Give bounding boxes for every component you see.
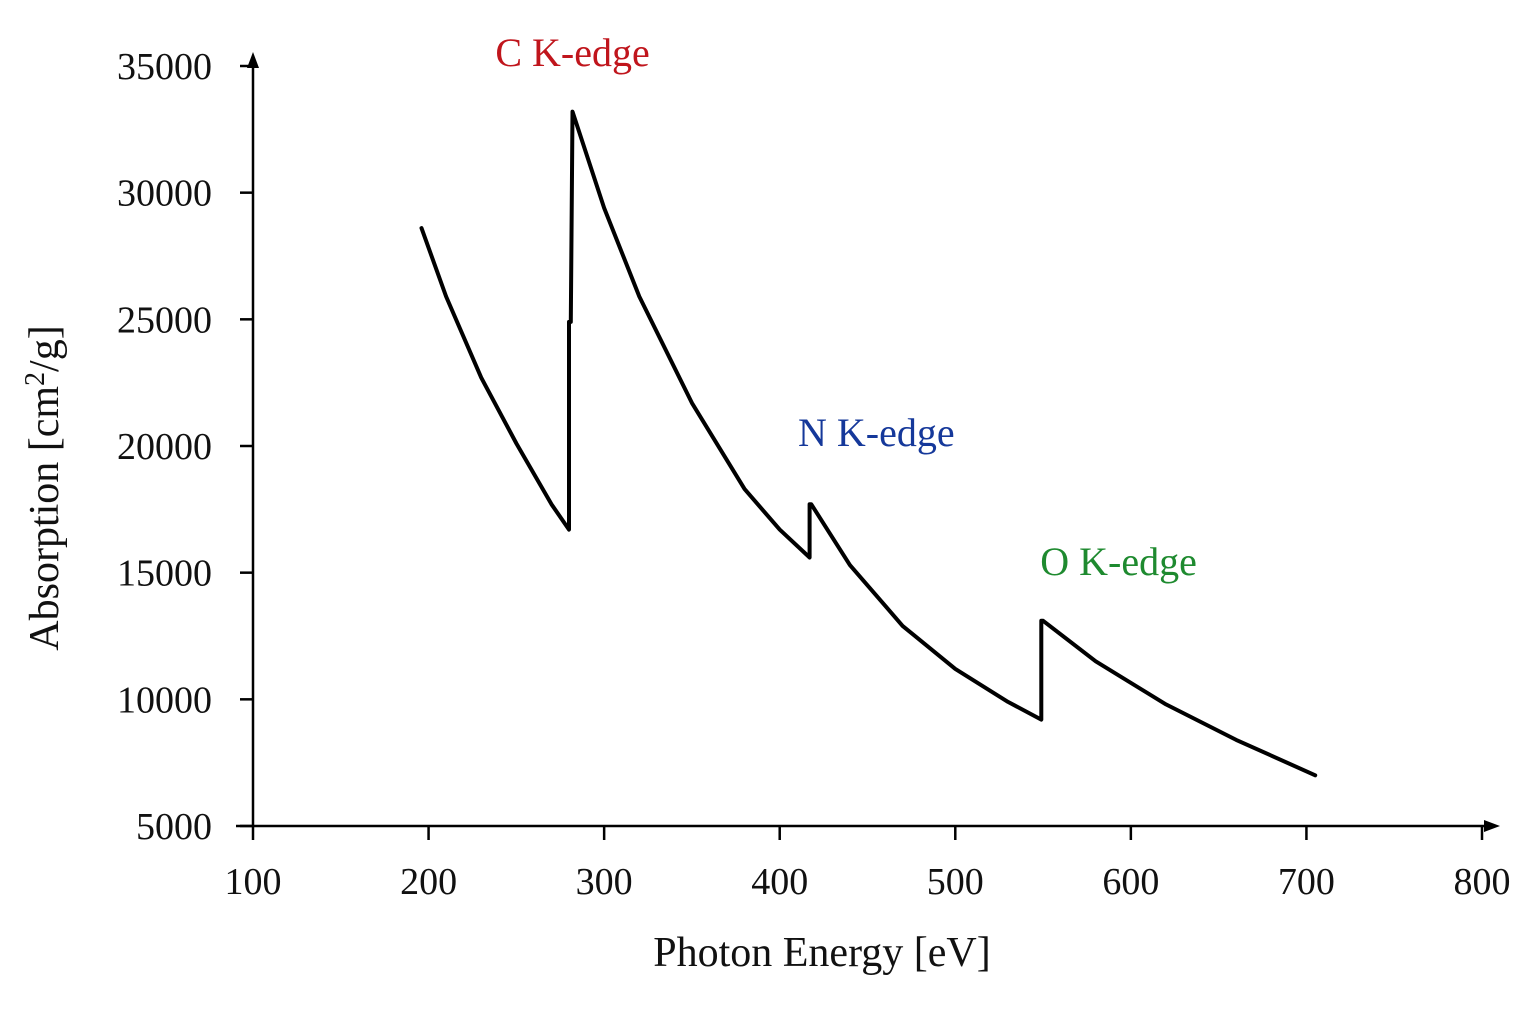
x-tick-label: 100	[225, 861, 282, 903]
x-tick-label: 700	[1278, 861, 1335, 903]
y-tick-label: 25000	[117, 299, 212, 341]
y-tick-label: 5000	[136, 806, 212, 848]
y-axis-label-main: Absorption [cm	[22, 386, 68, 651]
y-tick-label: 10000	[117, 679, 212, 721]
y-axis-label: Absorption [cm2/g]	[20, 325, 68, 650]
edge-annotation: C K-edge	[495, 30, 649, 75]
series-layer	[419, 109, 1318, 778]
y-tick-label: 15000	[117, 553, 212, 595]
x-tick-label: 300	[576, 861, 633, 903]
x-ticks: 100 200 300 400 500 600 700 800	[225, 826, 1511, 903]
x-tick-label: 500	[927, 861, 984, 903]
edge-annotation: O K-edge	[1040, 539, 1197, 584]
edge-annotation: N K-edge	[798, 410, 955, 455]
x-tick-label: 400	[751, 861, 808, 903]
annotation-layer: C K-edge N K-edge O K-edge	[495, 30, 1197, 584]
y-tick-label: 20000	[117, 426, 212, 468]
x-tick-label: 600	[1102, 861, 1159, 903]
x-tick-label: 200	[400, 861, 457, 903]
y-axis-label-end: /g]	[22, 325, 68, 372]
y-tick-label: 30000	[117, 173, 212, 215]
x-axis-label: Photon Energy [eV]	[653, 930, 991, 976]
y-tick-label: 35000	[117, 46, 212, 88]
x-axis-arrow	[1484, 820, 1500, 832]
x-tick-label: 800	[1454, 861, 1511, 903]
y-ticks: 5000 10000 15000 20000 25000 30000 35000	[117, 46, 253, 848]
absorption-series-line	[419, 109, 1318, 778]
y-axis-label-superscript: 2	[20, 372, 51, 386]
y-axis-arrow	[247, 52, 259, 68]
